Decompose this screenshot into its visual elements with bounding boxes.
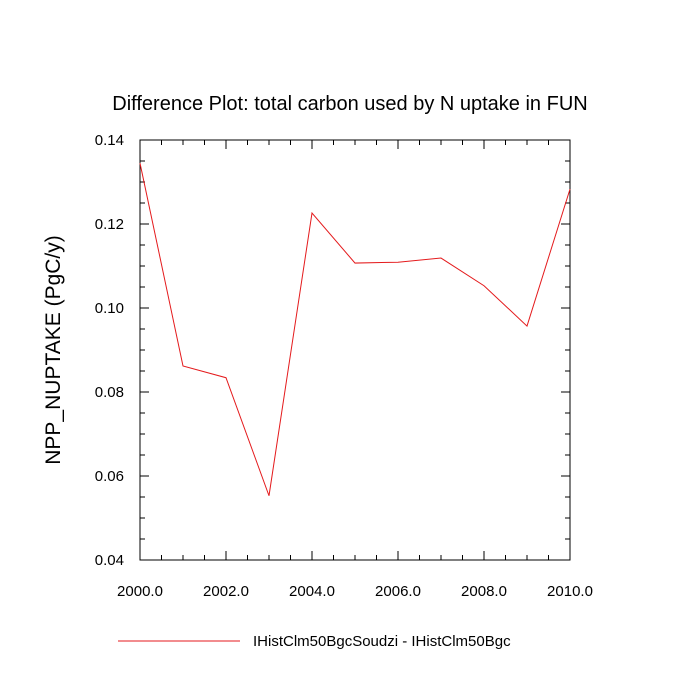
x-tick-label: 2006.0 xyxy=(375,583,421,600)
x-tick-label: 2004.0 xyxy=(289,583,335,600)
x-tick-label: 2002.0 xyxy=(203,583,249,600)
x-tick-label: 2008.0 xyxy=(461,583,507,600)
y-tick-label: 0.04 xyxy=(95,552,124,569)
y-tick-label: 0.10 xyxy=(95,300,124,317)
chart-title: Difference Plot: total carbon used by N … xyxy=(112,93,587,115)
legend: IHistClm50BgcSoudzi - IHistClm50Bgc xyxy=(118,633,511,650)
axis-tick-labels: 2000.0 2002.0 2004.0 2006.0 2008.0 2010.0 0.04… xyxy=(95,132,593,600)
y-tick-label: 0.12 xyxy=(95,216,124,233)
y-tick-label: 0.08 xyxy=(95,384,124,401)
axis-ticks xyxy=(139,139,571,561)
y-tick-label: 0.06 xyxy=(95,468,124,485)
x-tick-label: 2000.0 xyxy=(117,583,163,600)
series-lines xyxy=(139,162,571,496)
y-tick-label: 0.14 xyxy=(95,132,124,149)
x-tick-label: 2010.0 xyxy=(547,583,593,600)
series-line xyxy=(139,162,571,496)
plot-frame xyxy=(139,139,571,561)
y-axis-label: NPP_NUPTAKE (PgC/y) xyxy=(42,235,65,465)
legend-label: IHistClm50BgcSoudzi - IHistClm50Bgc xyxy=(253,633,511,650)
